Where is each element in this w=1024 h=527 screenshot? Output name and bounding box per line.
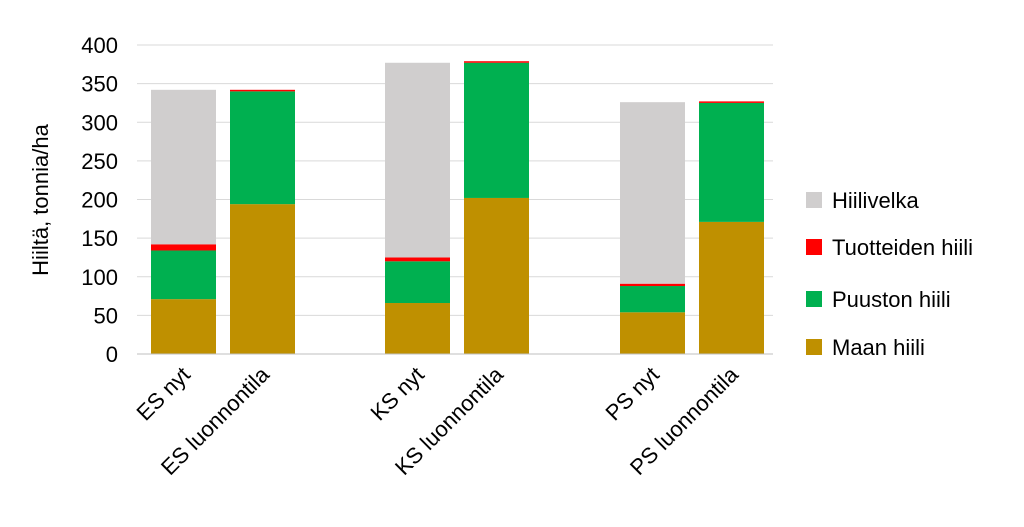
- y-tick-label: 100: [81, 265, 118, 290]
- bar-segment: [464, 197, 529, 354]
- bar-segment: [699, 221, 764, 354]
- legend-swatch: [806, 192, 822, 208]
- y-tick-label: 250: [81, 149, 118, 174]
- bar-segment: [464, 62, 529, 198]
- y-tick-label: 50: [94, 303, 118, 328]
- bar-segment: [230, 91, 295, 205]
- category-label: ES nyt: [132, 362, 196, 426]
- bar-segment: [620, 286, 685, 313]
- legend-swatch: [806, 339, 822, 355]
- legend-label: Tuotteiden hiili: [832, 235, 973, 260]
- y-tick-label: 350: [81, 72, 118, 97]
- bar-segment: [464, 61, 529, 63]
- y-axis-ticks: 0 50 100 150 200 250 300 350 400: [81, 33, 118, 367]
- bar-segment: [699, 101, 764, 103]
- bar-segment: [385, 62, 450, 258]
- bar-segment: [620, 102, 685, 284]
- y-axis-title: Hiiltä, tonnia/ha: [28, 123, 53, 275]
- bar-segment: [385, 257, 450, 262]
- bar-segment: [385, 261, 450, 304]
- legend: Hiilivelka Tuotteiden hiili Puuston hiili M…: [806, 188, 973, 360]
- legend-swatch: [806, 239, 822, 255]
- bar-segment: [620, 283, 685, 287]
- bar-segment: [230, 204, 295, 354]
- bar-segment: [151, 250, 216, 300]
- legend-label: Puuston hiili: [832, 287, 951, 312]
- y-tick-label: 150: [81, 226, 118, 251]
- legend-label: Maan hiili: [832, 335, 925, 360]
- legend-label: Hiilivelka: [832, 188, 920, 213]
- category-label: KS nyt: [366, 362, 430, 426]
- bar-segment: [151, 299, 216, 354]
- category-label: PS nyt: [601, 362, 665, 426]
- bar-segment: [385, 303, 450, 354]
- y-tick-label: 300: [81, 110, 118, 135]
- y-tick-label: 400: [81, 33, 118, 58]
- y-tick-label: 200: [81, 188, 118, 213]
- legend-swatch: [806, 291, 822, 307]
- bar-segment: [230, 89, 295, 92]
- bar-segment: [620, 312, 685, 354]
- bar-segment: [151, 89, 216, 245]
- bars: [151, 61, 764, 354]
- y-tick-label: 0: [106, 342, 118, 367]
- bar-segment: [151, 244, 216, 251]
- bar-segment: [699, 102, 764, 222]
